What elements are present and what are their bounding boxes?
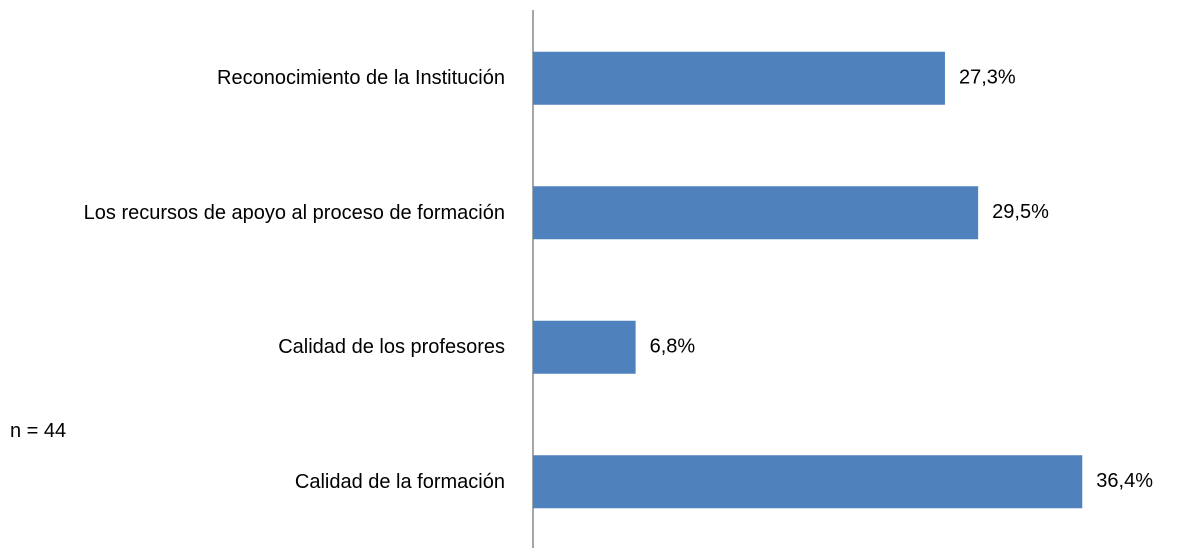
annotation: n = 44 — [10, 420, 67, 442]
value-label: 27,3% — [959, 67, 1016, 89]
value-label: 36,4% — [1096, 470, 1153, 492]
bar — [533, 320, 636, 374]
category-label: Calidad de la formación — [294, 470, 505, 493]
value-label: 6,8% — [650, 336, 696, 358]
category-label: Reconocimiento de la Institución — [217, 67, 505, 90]
bar — [533, 186, 979, 240]
bar — [533, 455, 1083, 509]
value-label: 29,5% — [992, 201, 1049, 223]
category-label: Calidad de los profesores — [278, 336, 505, 359]
category-label: Los recursos de apoyo al proceso de form… — [83, 201, 505, 224]
bar — [533, 51, 945, 105]
